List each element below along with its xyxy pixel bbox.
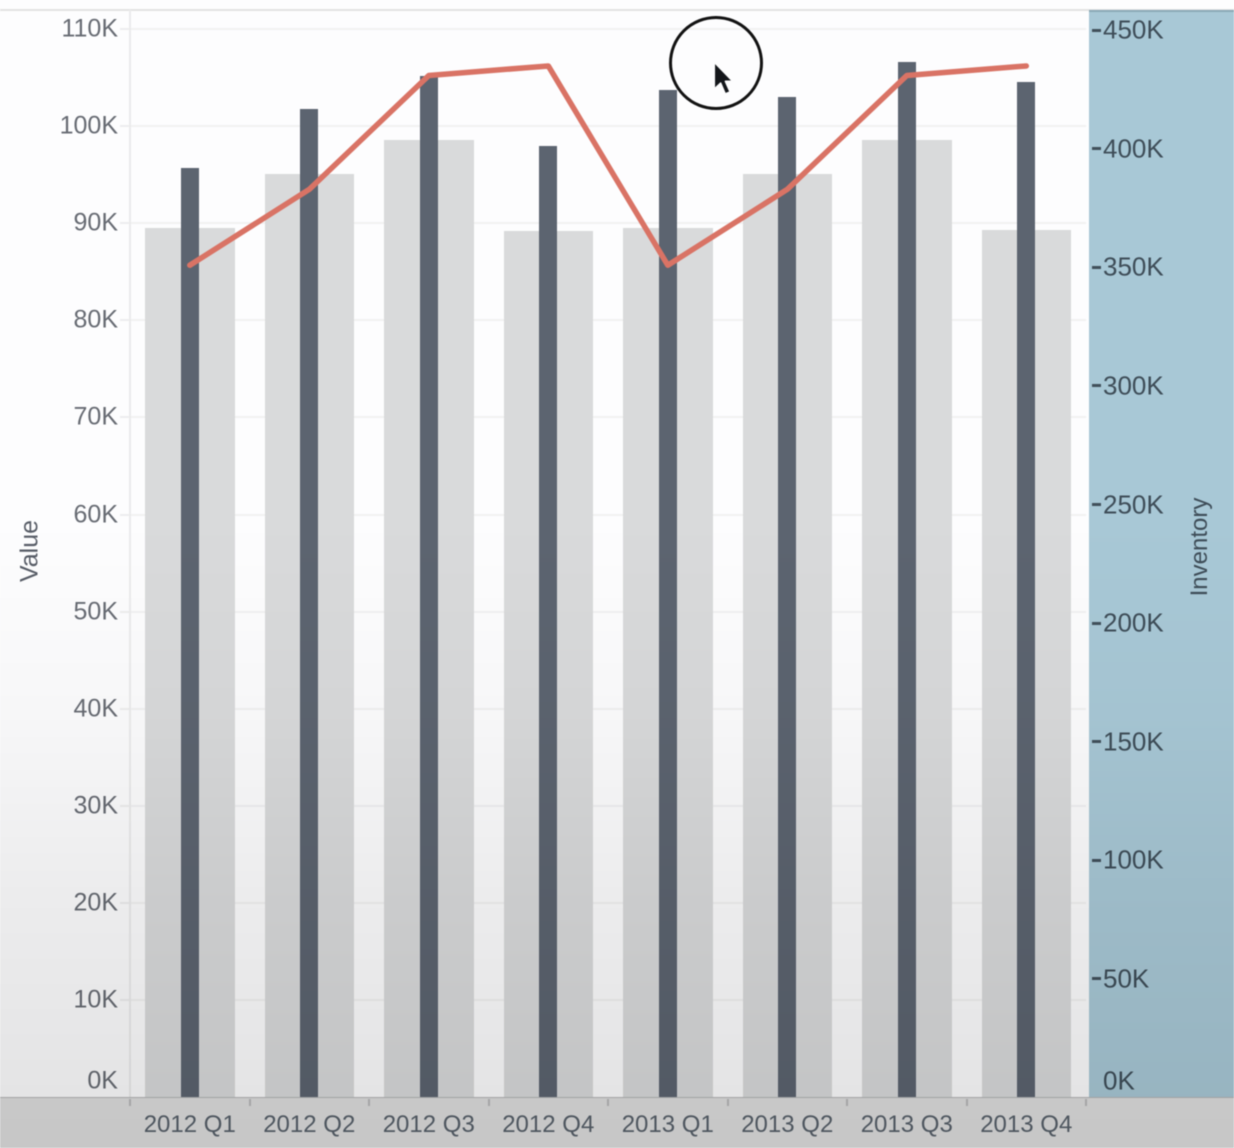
inventory-line-layer xyxy=(187,63,1030,268)
x-axis-band xyxy=(0,1098,1234,1148)
foreground-bar-2013-q1[interactable] xyxy=(658,89,677,1098)
x-axis-tick xyxy=(487,1099,490,1106)
right-axis-tick xyxy=(1092,147,1101,151)
foreground-bar-2013-q3[interactable] xyxy=(897,61,916,1098)
foreground-bar-2012-q1[interactable] xyxy=(180,167,199,1098)
foreground-bar-2012-q4[interactable] xyxy=(539,146,558,1098)
x-axis-tick xyxy=(607,1099,609,1106)
mouse-cursor-icon xyxy=(713,61,734,95)
left-axis-tick-label: 60K xyxy=(73,500,118,529)
right-axis-tick xyxy=(1092,977,1101,981)
left-axis-tick-label: 80K xyxy=(73,305,118,334)
left-axis-title: Value xyxy=(15,519,44,583)
x-axis-label-2013-q4: 2013 Q4 xyxy=(980,1111,1073,1138)
gridline xyxy=(130,707,1086,710)
cursor-highlight-circle xyxy=(669,16,763,110)
plot-area xyxy=(130,10,1086,1098)
inventory-line[interactable] xyxy=(187,63,1030,268)
plot-top-border xyxy=(0,9,1234,11)
left-axis-tick xyxy=(120,707,129,710)
x-axis-label-2012-q3: 2012 Q3 xyxy=(382,1111,475,1138)
foreground-bar-2012-q2[interactable] xyxy=(300,109,319,1098)
right-axis-title: Inventory xyxy=(1186,497,1213,597)
right-axis-tick xyxy=(1092,384,1101,388)
right-axis-tick-label: 300K xyxy=(1103,370,1164,401)
right-axis-tick-label: 250K xyxy=(1103,489,1164,520)
right-axis-tick xyxy=(1092,28,1101,32)
right-axis-tick xyxy=(1092,265,1101,269)
left-axis-tick-label: 20K xyxy=(73,888,118,917)
right-axis-tick xyxy=(1092,740,1101,744)
right-axis-tick-label: 200K xyxy=(1103,607,1164,638)
left-axis-tick-label: 90K xyxy=(73,208,118,237)
x-axis-tick xyxy=(1085,1099,1087,1106)
x-axis-tick xyxy=(726,1099,729,1106)
x-axis-line xyxy=(0,1096,1234,1099)
gridline xyxy=(130,902,1086,905)
foreground-bar-2013-q2[interactable] xyxy=(778,96,797,1098)
left-axis-line xyxy=(129,10,131,1098)
x-axis-tick xyxy=(129,1099,131,1106)
right-axis-band xyxy=(1089,10,1234,1098)
left-axis-tick xyxy=(120,319,129,322)
right-axis-tick xyxy=(1092,503,1101,507)
x-axis-tick xyxy=(248,1099,251,1106)
gridline xyxy=(130,27,1086,30)
gridline xyxy=(130,319,1086,322)
mouse-cursor-arrow xyxy=(713,61,734,95)
left-axis-tick xyxy=(120,513,129,516)
left-axis-tick-label: 110K xyxy=(61,14,118,43)
left-axis-tick-label: 10K xyxy=(73,985,118,1014)
left-axis-tick-label: 40K xyxy=(73,694,118,723)
left-axis-tick xyxy=(120,999,129,1002)
right-axis-tick-label: 450K xyxy=(1103,14,1164,45)
left-axis-tick xyxy=(120,222,129,225)
right-axis-tick xyxy=(1092,621,1101,625)
x-axis-label-2013-q3: 2013 Q3 xyxy=(860,1111,953,1138)
gridline xyxy=(130,222,1086,225)
x-axis-label-2012-q2: 2012 Q2 xyxy=(263,1111,356,1138)
left-axis-tick xyxy=(120,902,129,905)
left-axis-tick xyxy=(120,27,129,30)
left-axis-tick-label: 0K xyxy=(87,1066,118,1094)
right-axis-tick xyxy=(1092,858,1101,862)
foreground-bar-2012-q3[interactable] xyxy=(419,76,438,1098)
left-axis-tick-label: 100K xyxy=(59,111,118,140)
left-axis-tick xyxy=(120,416,129,419)
right-axis-tick-label: 350K xyxy=(1103,251,1164,282)
gridline xyxy=(130,416,1086,419)
right-axis-tick-label: 400K xyxy=(1103,133,1164,164)
left-axis-tick xyxy=(120,805,129,808)
left-axis-tick-label: 70K xyxy=(73,402,118,431)
x-axis-label-2012-q4: 2012 Q4 xyxy=(502,1111,595,1138)
right-axis-tick-label: 150K xyxy=(1103,726,1164,757)
gridline xyxy=(130,513,1086,516)
x-axis-label-2013-q2: 2013 Q2 xyxy=(741,1111,834,1138)
left-axis-tick-label: 50K xyxy=(73,597,118,626)
gridline xyxy=(130,124,1086,127)
left-axis-tick xyxy=(120,124,129,127)
x-axis-label-2013-q1: 2013 Q1 xyxy=(621,1111,714,1138)
foreground-bar-2013-q4[interactable] xyxy=(1017,82,1036,1098)
left-axis-tick xyxy=(120,610,129,613)
gridline xyxy=(130,610,1086,613)
x-axis-tick xyxy=(965,1099,968,1106)
x-axis-label-2012-q1: 2012 Q1 xyxy=(143,1111,236,1138)
gridline xyxy=(130,999,1086,1002)
right-axis-tick-label: 100K xyxy=(1103,844,1164,875)
x-axis-tick xyxy=(846,1099,848,1106)
right-axis-tick-label: 50K xyxy=(1103,963,1150,994)
right-axis-tick-label: 0K xyxy=(1103,1065,1135,1096)
left-axis-tick-label: 30K xyxy=(73,791,118,820)
x-axis-tick xyxy=(368,1099,370,1106)
gridline xyxy=(130,805,1086,808)
